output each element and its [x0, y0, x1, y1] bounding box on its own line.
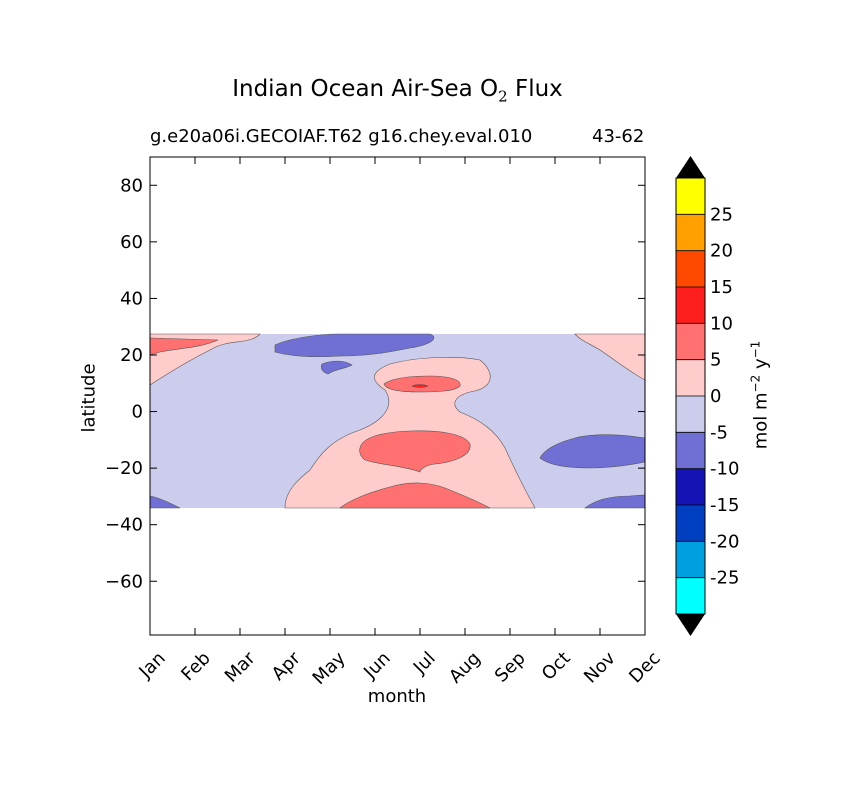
- contour-5-10-central: [359, 430, 471, 473]
- x-tick-label: Oct: [538, 648, 575, 685]
- colorbar-extend-max: [676, 156, 705, 178]
- colorbar-segment: [676, 541, 705, 578]
- contour-5-10-northwest: [149, 337, 219, 356]
- contour-5-10-north-peak: [383, 375, 461, 393]
- colorbar-segment: [676, 505, 705, 542]
- colorbar-segment: [676, 396, 705, 433]
- colorbar-tick-label: 0: [710, 386, 721, 407]
- contour-field: [149, 333, 646, 509]
- contour-0-5-northwest: [149, 333, 261, 386]
- contour-neg-north-small: [320, 360, 353, 375]
- y-tick-label: 60: [120, 232, 143, 253]
- x-tick-label: Dec: [625, 648, 664, 687]
- colorbar-label: mol m−2 y−1: [748, 340, 772, 450]
- contour-neg-southeast: [539, 434, 646, 469]
- x-tick-label: May: [309, 648, 350, 689]
- contour-0-5-northeast: [574, 333, 646, 381]
- x-axis: Jan Feb Mar Apr May Jun Jul Aug Sep Oct Nov Dec: [135, 157, 665, 689]
- contour-0-5-central: [284, 357, 536, 509]
- colorbar-tick-label: 25: [710, 204, 733, 225]
- chart-subtitle-years: 43-62: [592, 126, 645, 147]
- colorbar-segment: [676, 323, 705, 360]
- contour-10-15-peak: [411, 384, 429, 388]
- chart-subtitle-case: g.e20a06i.GECOIAF.T62 g16.chey.eval.010: [150, 126, 533, 147]
- colorbar-segment: [676, 287, 705, 324]
- x-tick-label: Sep: [491, 648, 530, 687]
- colorbar-frame: [675, 177, 706, 615]
- colorbar-segment: [676, 178, 705, 215]
- colorbar: -25 -20 -15 -10 -5 0 5 10 15 20 25: [675, 156, 739, 636]
- y-tick-label: 20: [120, 345, 143, 366]
- colorbar-segment: [676, 214, 705, 251]
- colorbar-tick-label: -10: [710, 459, 739, 480]
- y-axis-label: latitude: [78, 363, 100, 433]
- y-tick-label: −20: [105, 458, 143, 479]
- colorbar-segment: [676, 359, 705, 396]
- y-tick-label: −60: [105, 571, 143, 592]
- x-tick-label: Apr: [268, 647, 305, 684]
- y-tick-label: 0: [132, 402, 143, 423]
- colorbar-tick-label: 20: [710, 241, 733, 262]
- colorbar-segment: [676, 432, 705, 469]
- y-tick-label: 40: [120, 288, 143, 309]
- colorbar-tick-label: -20: [710, 531, 739, 552]
- colorbar-tick-label: 5: [710, 350, 721, 371]
- x-tick-label: Feb: [177, 648, 214, 685]
- contour-neg-southwest: [149, 495, 181, 509]
- y-tick-label: 80: [120, 175, 143, 196]
- colorbar-tick-label: -15: [710, 495, 739, 516]
- contour-neg-southeast-corner: [584, 494, 646, 509]
- chart-title: Indian Ocean Air-Sea O2 Flux: [232, 76, 563, 106]
- contour-5-10-south: [339, 482, 491, 509]
- y-tick-label: −40: [105, 515, 143, 536]
- colorbar-extend-min: [676, 614, 705, 636]
- field-background: [150, 334, 645, 508]
- colorbar-tick-label: -25: [710, 568, 739, 589]
- colorbar-tick-label: -5: [710, 422, 728, 443]
- colorbar-segment: [676, 250, 705, 287]
- x-tick-label: Nov: [580, 648, 620, 688]
- contour-neg-north: [274, 333, 435, 358]
- x-axis-label: month: [367, 686, 427, 707]
- x-tick-label: Jan: [135, 648, 170, 683]
- y-axis: 80 60 40 20 0 −20 −40 −60: [105, 175, 645, 592]
- x-tick-label: Mar: [221, 647, 260, 686]
- plot-frame: [149, 156, 646, 636]
- x-tick-label: Jul: [409, 648, 440, 679]
- colorbar-segment: [676, 468, 705, 505]
- x-tick-label: Jun: [359, 648, 394, 683]
- colorbar-segment: [676, 577, 705, 614]
- x-tick-label: Aug: [445, 648, 485, 688]
- colorbar-tick-label: 15: [710, 277, 733, 298]
- colorbar-tick-label: 10: [710, 313, 733, 334]
